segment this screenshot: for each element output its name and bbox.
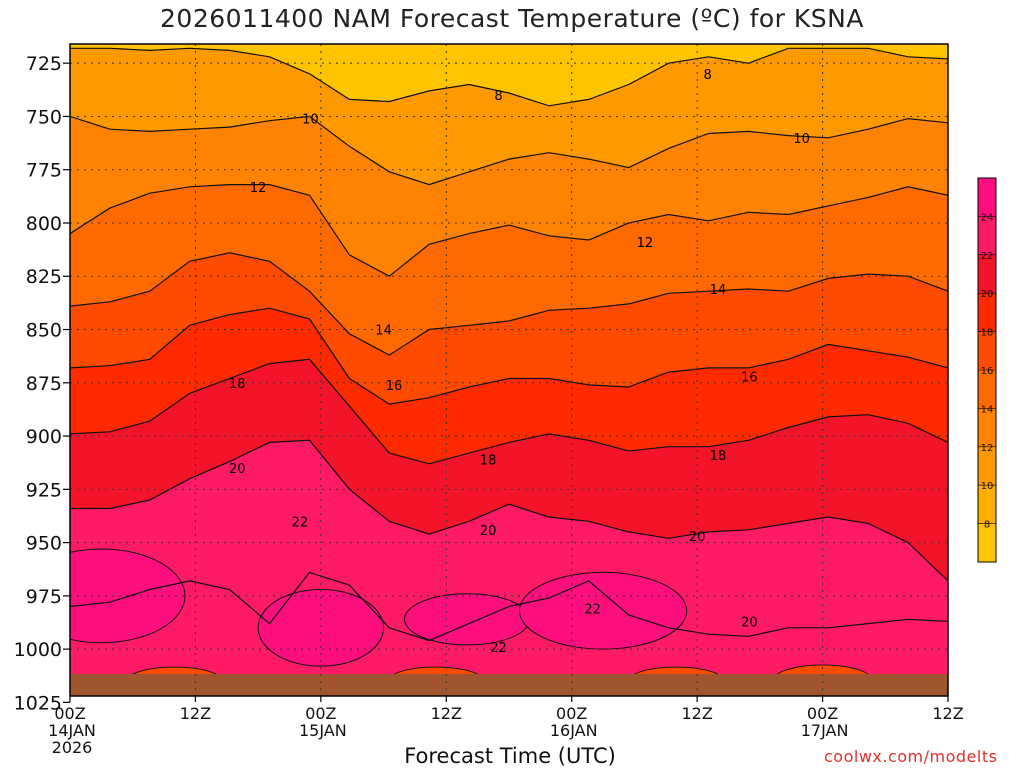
y-tick-label: 975	[26, 586, 62, 608]
y-tick-label: 825	[26, 266, 62, 288]
x-tick-label: 00Z	[556, 704, 587, 723]
ground-strip	[70, 674, 948, 696]
x-tick-label: 14JAN	[48, 721, 96, 740]
contour-label: 20	[480, 524, 497, 539]
contour-label: 22	[292, 515, 309, 530]
contour-label: 20	[741, 615, 758, 630]
contour-label: 10	[793, 132, 810, 147]
contour-label: 16	[741, 370, 758, 385]
colorbar-label: 14	[981, 404, 994, 415]
isotherm-10	[70, 115, 948, 186]
y-tick-label: 925	[26, 479, 62, 501]
isotherm-8	[70, 47, 948, 107]
y-tick-label: 875	[26, 373, 62, 395]
y-tick-label: 950	[26, 533, 62, 555]
isotherm-16	[70, 307, 948, 405]
warm-pocket-3	[518, 571, 688, 650]
colorbar-label: 24	[981, 212, 994, 223]
contour-label: 22	[584, 603, 601, 618]
isotherm-12	[70, 184, 948, 277]
colorbar-label: 12	[981, 443, 994, 454]
y-tick-label: 800	[26, 213, 62, 235]
temperature-band-below-10	[70, 44, 948, 185]
colorbar-swatch	[978, 178, 996, 217]
colorbar-swatch	[978, 254, 996, 294]
colorbar-label: 10	[981, 481, 994, 492]
isotherm-18	[70, 358, 948, 465]
colorbar-label: 8	[984, 520, 990, 531]
y-tick-label: 850	[26, 320, 62, 342]
plot-frame	[69, 43, 949, 697]
credit-text: coolwx.com/modelts	[824, 747, 998, 766]
contour-label: 20	[689, 530, 706, 545]
x-tick-label: 00Z	[305, 704, 336, 723]
x-tick-label: 16JAN	[550, 721, 598, 740]
x-axis-label: Forecast Time (UTC)	[404, 744, 616, 768]
contour-label: 20	[229, 462, 246, 477]
plot-area: 8 8 10 10 12 12 14 14 16 16 18 18 18 20 20 20 20 22 22 22	[70, 44, 948, 696]
colorbar-swatch	[978, 293, 996, 332]
x-tick-label: 2026	[52, 738, 93, 757]
isotherm-20	[70, 439, 948, 582]
x-tick-label: 00Z	[807, 704, 838, 723]
colorbar-swatch	[978, 370, 996, 409]
x-tick-label: 12Z	[932, 704, 963, 723]
x-tick-label: 12Z	[431, 704, 462, 723]
colorbar-swatch	[978, 408, 996, 447]
colorbar-label: 16	[981, 366, 994, 377]
contour-label: 8	[703, 68, 711, 83]
x-tick-label: 15JAN	[299, 721, 347, 740]
colorbar-swatch	[978, 523, 996, 562]
colorbar-swatch	[978, 485, 996, 524]
isotherm-22	[70, 571, 948, 642]
contour-label: 10	[302, 113, 319, 128]
y-tick-label: 1025	[14, 692, 62, 714]
x-tick-label: 12Z	[681, 704, 712, 723]
contour-label: 18	[229, 377, 246, 392]
y-tick-label: 900	[26, 426, 62, 448]
contour-label: 14	[375, 324, 392, 339]
contour-label: 22	[490, 641, 507, 656]
contour-label: 18	[480, 453, 497, 468]
chart-title: 2026011400 NAM Forecast Temperature (ºC)…	[160, 4, 864, 33]
contour-label: 8	[494, 89, 502, 104]
colorbar-label: 22	[981, 251, 994, 262]
colorbar-label: 18	[981, 328, 994, 339]
contour-label: 16	[386, 379, 403, 394]
y-tick-label: 775	[26, 160, 62, 182]
colorbar-swatch	[978, 216, 996, 255]
isotherm-14	[70, 252, 948, 356]
contour-label: 12	[637, 236, 654, 251]
contour-label: 14	[710, 283, 727, 298]
colorbar-swatch	[978, 446, 996, 486]
colorbar-swatch	[978, 331, 996, 370]
warm-pocket-2	[403, 593, 531, 646]
x-tick-label: 17JAN	[801, 721, 849, 740]
x-tick-label: 12Z	[180, 704, 211, 723]
colorbar-label: 20	[981, 289, 994, 300]
y-tick-label: 725	[26, 53, 62, 75]
y-tick-label: 750	[26, 106, 62, 128]
y-tick-label: 1000	[14, 639, 62, 661]
x-tick-label: 00Z	[54, 704, 85, 723]
contour-label: 18	[710, 449, 727, 464]
warm-pocket-1	[257, 588, 385, 667]
contour-label: 12	[250, 181, 267, 196]
